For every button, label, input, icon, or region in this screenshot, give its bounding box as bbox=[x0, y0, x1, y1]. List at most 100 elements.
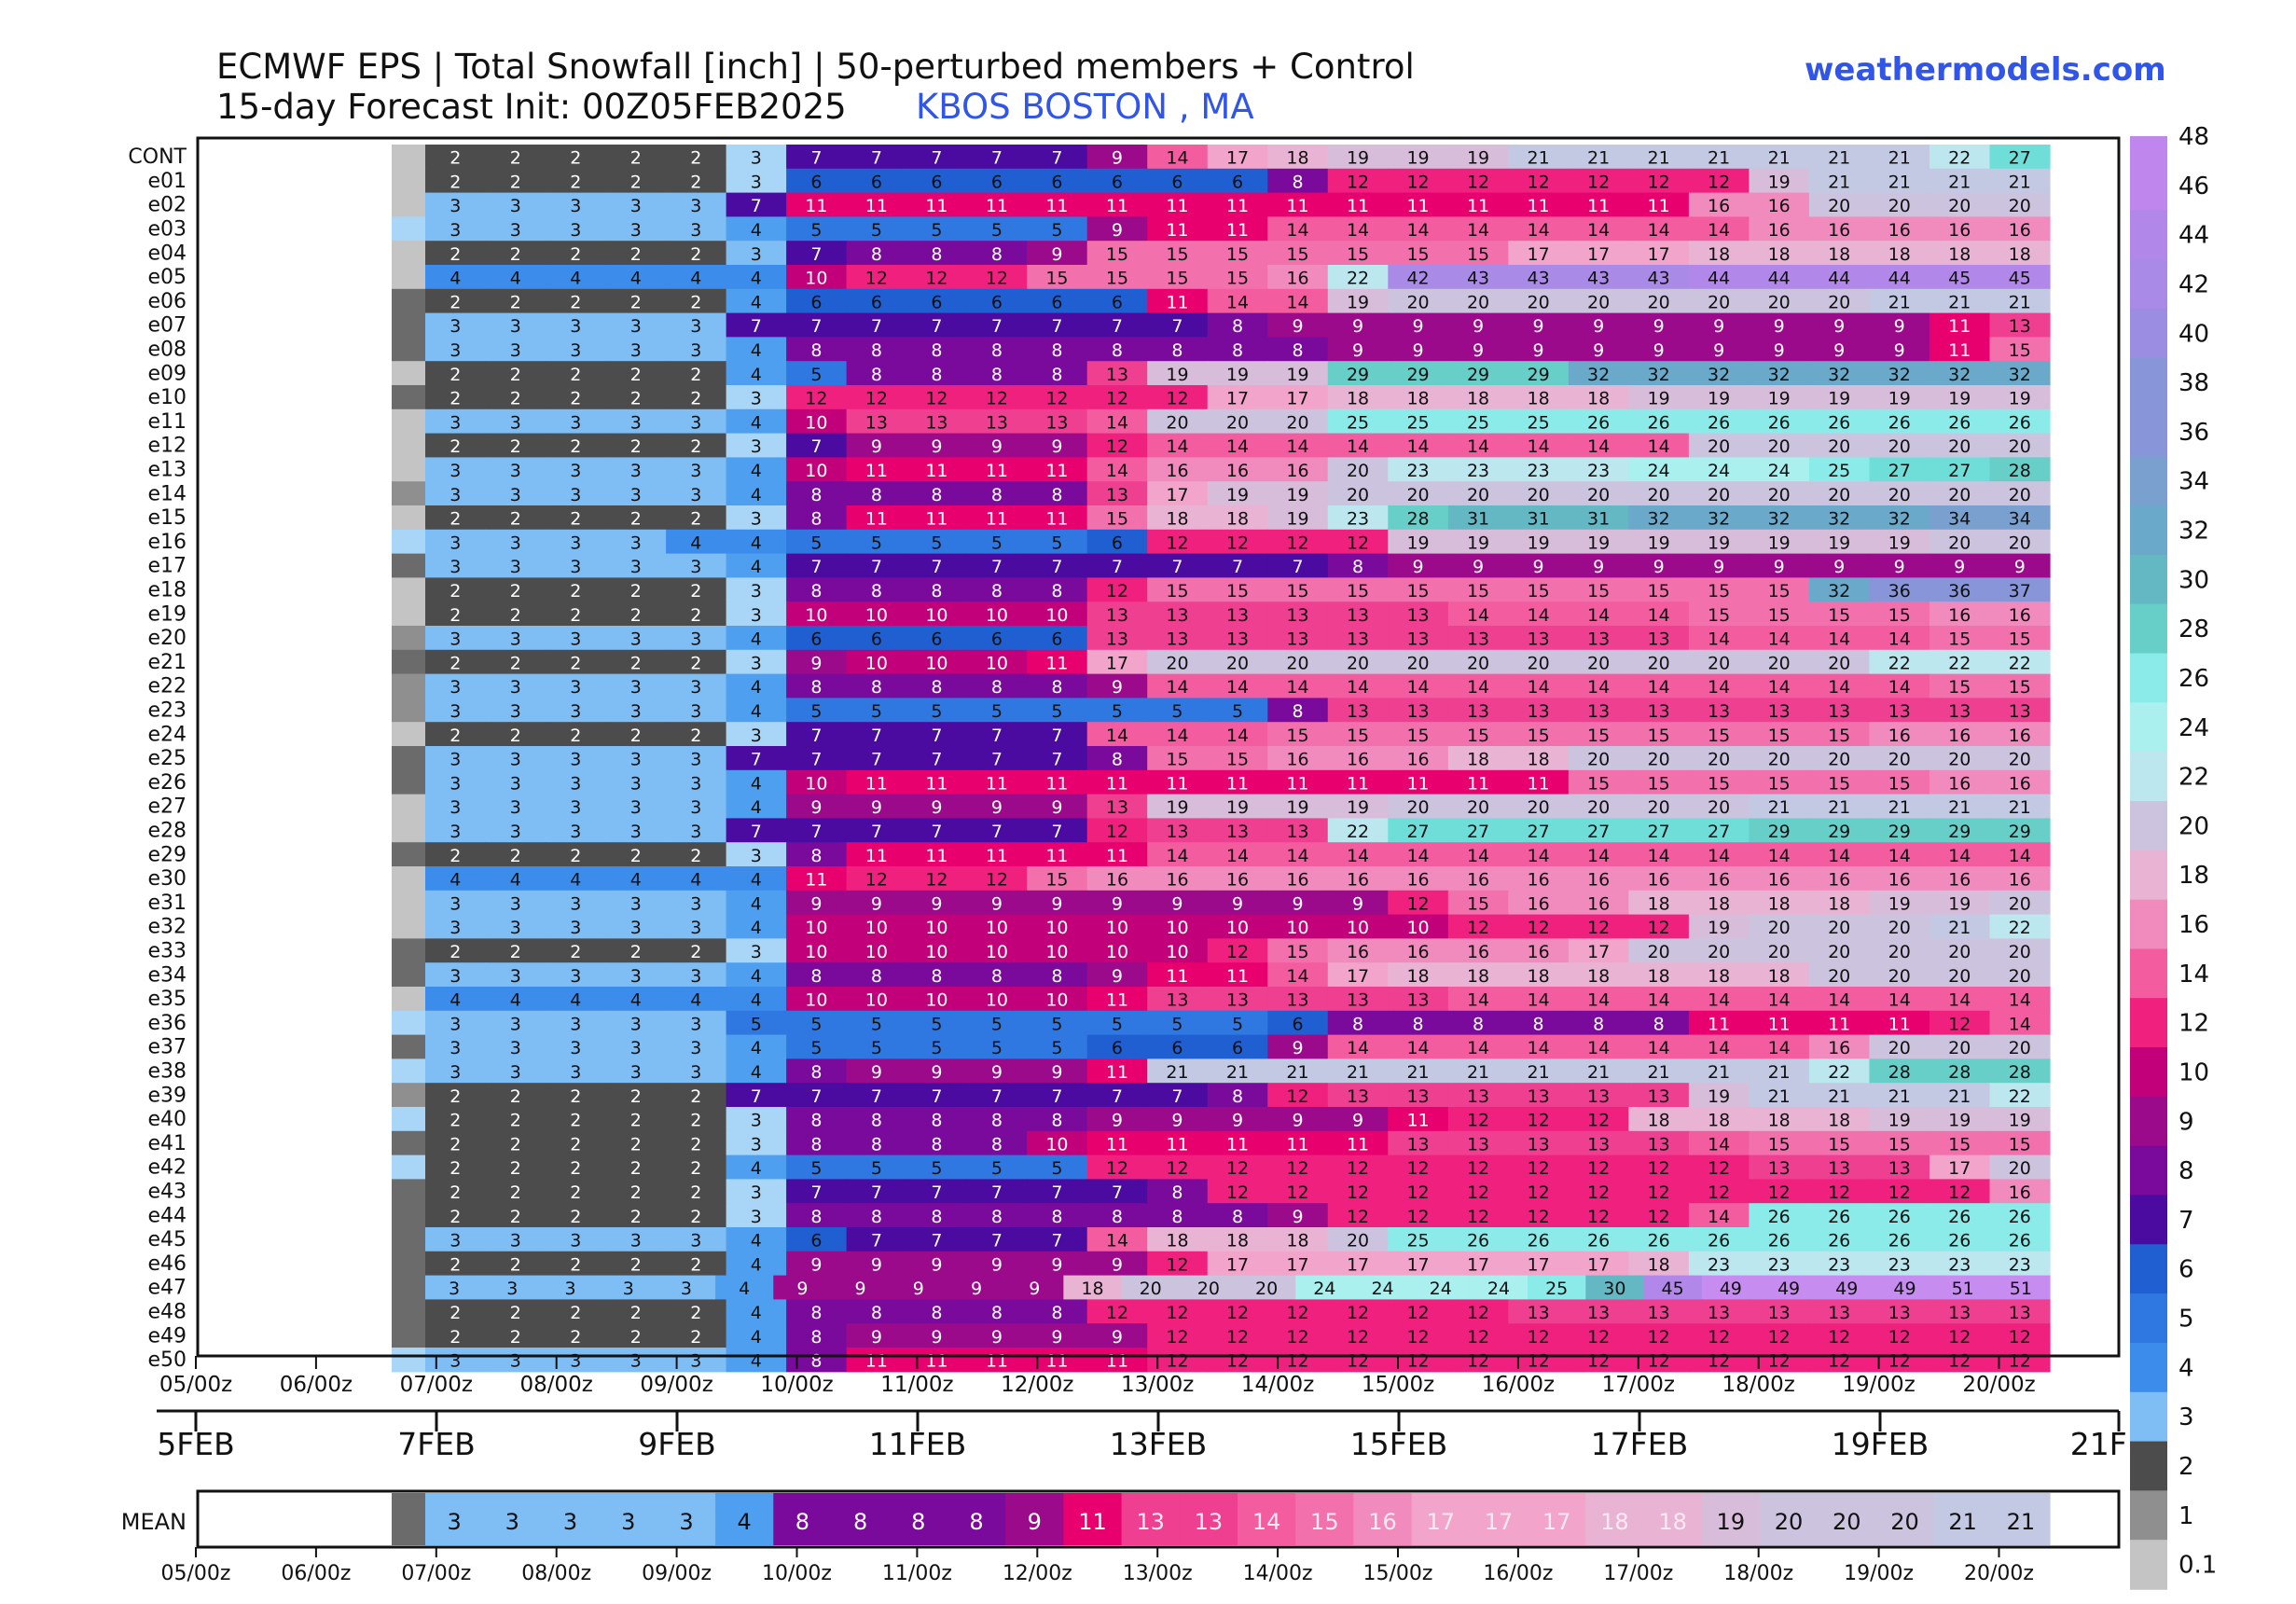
cell-value-label: 3 bbox=[450, 196, 461, 216]
cell-value-label: 3 bbox=[570, 1231, 581, 1251]
cell-value-label: 2 bbox=[570, 1207, 581, 1227]
heatmap-cell bbox=[1086, 168, 1148, 194]
cell-value-label: 7 bbox=[1051, 1086, 1062, 1107]
cell-value-label: 2 bbox=[570, 148, 581, 169]
cell-value-label: 14 bbox=[1828, 677, 1850, 698]
cell-value-label: 7 bbox=[931, 557, 942, 577]
heatmap-cell bbox=[786, 241, 848, 266]
mean-value-label: 8 bbox=[969, 1509, 983, 1535]
cell-value-label: 20 bbox=[1708, 653, 1730, 673]
heatmap-cell bbox=[1989, 241, 2051, 266]
heatmap-cell bbox=[605, 192, 667, 217]
cell-value-label: 44 bbox=[1888, 269, 1911, 289]
cell-value-label: 16 bbox=[1226, 461, 1249, 481]
heatmap-cell bbox=[1327, 312, 1389, 338]
cell-value-label: 13 bbox=[1888, 1303, 1911, 1323]
x-tick-label-lower: 13/00z bbox=[1123, 1562, 1193, 1585]
heatmap-cell bbox=[1086, 192, 1148, 217]
cell-value-label: 13 bbox=[1527, 1134, 1549, 1155]
cell-value-label: 13 bbox=[1467, 701, 1489, 722]
heatmap-cell bbox=[726, 145, 787, 170]
cell-value-label: 13 bbox=[1347, 990, 1369, 1011]
cell-value-label: 12 bbox=[1708, 1158, 1730, 1179]
cell-value-label: 14 bbox=[1406, 220, 1429, 241]
site-link[interactable]: weathermodels.com bbox=[1805, 51, 2166, 89]
cell-value-label: 20 bbox=[1166, 653, 1188, 673]
cell-value-label: 3 bbox=[630, 1062, 642, 1083]
cell-value-label: 12 bbox=[805, 389, 827, 409]
cell-value-label: 4 bbox=[751, 966, 762, 987]
member-label: e12 bbox=[147, 435, 187, 458]
cell-value-label: 3 bbox=[450, 1062, 461, 1083]
heatmap-cell bbox=[546, 312, 607, 338]
cell-value-label: 21 bbox=[1587, 148, 1610, 169]
cell-value-label: 2 bbox=[510, 509, 521, 530]
cell-value-label: 15 bbox=[1708, 726, 1730, 746]
cell-value-label: 23 bbox=[1467, 461, 1489, 481]
colorbar-segment bbox=[2130, 1540, 2167, 1590]
heatmap-cell bbox=[1508, 168, 1570, 194]
colorbar-tick-label: 44 bbox=[2178, 222, 2209, 250]
cell-value-label: 8 bbox=[931, 581, 942, 602]
cell-value-label: 20 bbox=[2009, 942, 2031, 962]
cell-value-label: 8 bbox=[931, 485, 942, 505]
cell-value-label: 17 bbox=[1406, 1254, 1429, 1275]
heatmap-cell bbox=[1027, 312, 1088, 338]
cell-value-label: 3 bbox=[690, 1014, 701, 1034]
cell-value-label: 19 bbox=[1286, 797, 1308, 818]
heatmap-cell bbox=[726, 192, 787, 217]
cell-value-label: 15 bbox=[1768, 581, 1791, 602]
cell-value-label: 9 bbox=[1112, 1111, 1123, 1131]
heatmap-cell bbox=[392, 1251, 426, 1277]
cell-value-label: 21 bbox=[1347, 1062, 1369, 1083]
x-tick-label: 09/00z bbox=[640, 1373, 712, 1397]
cell-value-label: 6 bbox=[1292, 1014, 1303, 1034]
cell-value-label: 9 bbox=[810, 653, 822, 673]
cell-value-label: 12 bbox=[1347, 1207, 1369, 1227]
heatmap-cell bbox=[1508, 241, 1570, 266]
heatmap-cell bbox=[726, 216, 787, 242]
member-label: e25 bbox=[147, 747, 187, 770]
cell-value-label: 2 bbox=[450, 581, 461, 602]
date-label: 19FEB bbox=[1832, 1426, 1929, 1462]
cell-value-label: 19 bbox=[1648, 532, 1670, 553]
heatmap-cell bbox=[1267, 192, 1329, 217]
cell-value-label: 16 bbox=[1467, 942, 1489, 962]
heatmap-cell bbox=[1628, 192, 1690, 217]
cell-value-label: 20 bbox=[1347, 653, 1369, 673]
heatmap-cell bbox=[1929, 265, 1991, 290]
mean-cell bbox=[392, 1493, 426, 1545]
cell-value-label: 3 bbox=[570, 822, 581, 842]
cell-value-label: 19 bbox=[1226, 365, 1249, 385]
colorbar-segment bbox=[2130, 1293, 2167, 1344]
cell-value-label: 12 bbox=[925, 269, 947, 289]
x-tick-label: 06/00z bbox=[280, 1373, 353, 1397]
cell-value-label: 19 bbox=[1286, 509, 1308, 530]
cell-value-label: 12 bbox=[1527, 1158, 1549, 1179]
cell-value-label: 20 bbox=[2009, 532, 2031, 553]
cell-value-label: 10 bbox=[1045, 1134, 1068, 1155]
cell-value-label: 20 bbox=[1768, 750, 1791, 770]
heatmap-cell bbox=[966, 168, 1028, 194]
cell-value-label: 13 bbox=[1166, 629, 1188, 650]
cell-value-label: 14 bbox=[1888, 846, 1911, 866]
cell-value-label: 16 bbox=[1948, 726, 1971, 746]
heatmap-cell bbox=[392, 385, 426, 410]
cell-value-label: 3 bbox=[450, 918, 461, 938]
cell-value-label: 2 bbox=[630, 365, 642, 385]
cell-value-label: 36 bbox=[1948, 581, 1971, 602]
heatmap-cell bbox=[425, 288, 487, 314]
cell-value-label: 2 bbox=[690, 1111, 701, 1131]
cell-value-label: 9 bbox=[1292, 893, 1303, 914]
cell-value-label: 15 bbox=[1406, 581, 1429, 602]
cell-value-label: 9 bbox=[971, 1279, 982, 1299]
cell-value-label: 9 bbox=[1112, 677, 1123, 698]
cell-value-label: 32 bbox=[1888, 365, 1911, 385]
cell-value-label: 13 bbox=[1106, 365, 1128, 385]
cell-value-label: 11 bbox=[1045, 1351, 1068, 1372]
cell-value-label: 11 bbox=[1467, 773, 1489, 794]
cell-value-label: 25 bbox=[1347, 412, 1369, 433]
cell-value-label: 3 bbox=[630, 485, 642, 505]
cell-value-label: 12 bbox=[1406, 1303, 1429, 1323]
cell-value-label: 12 bbox=[1347, 1303, 1369, 1323]
